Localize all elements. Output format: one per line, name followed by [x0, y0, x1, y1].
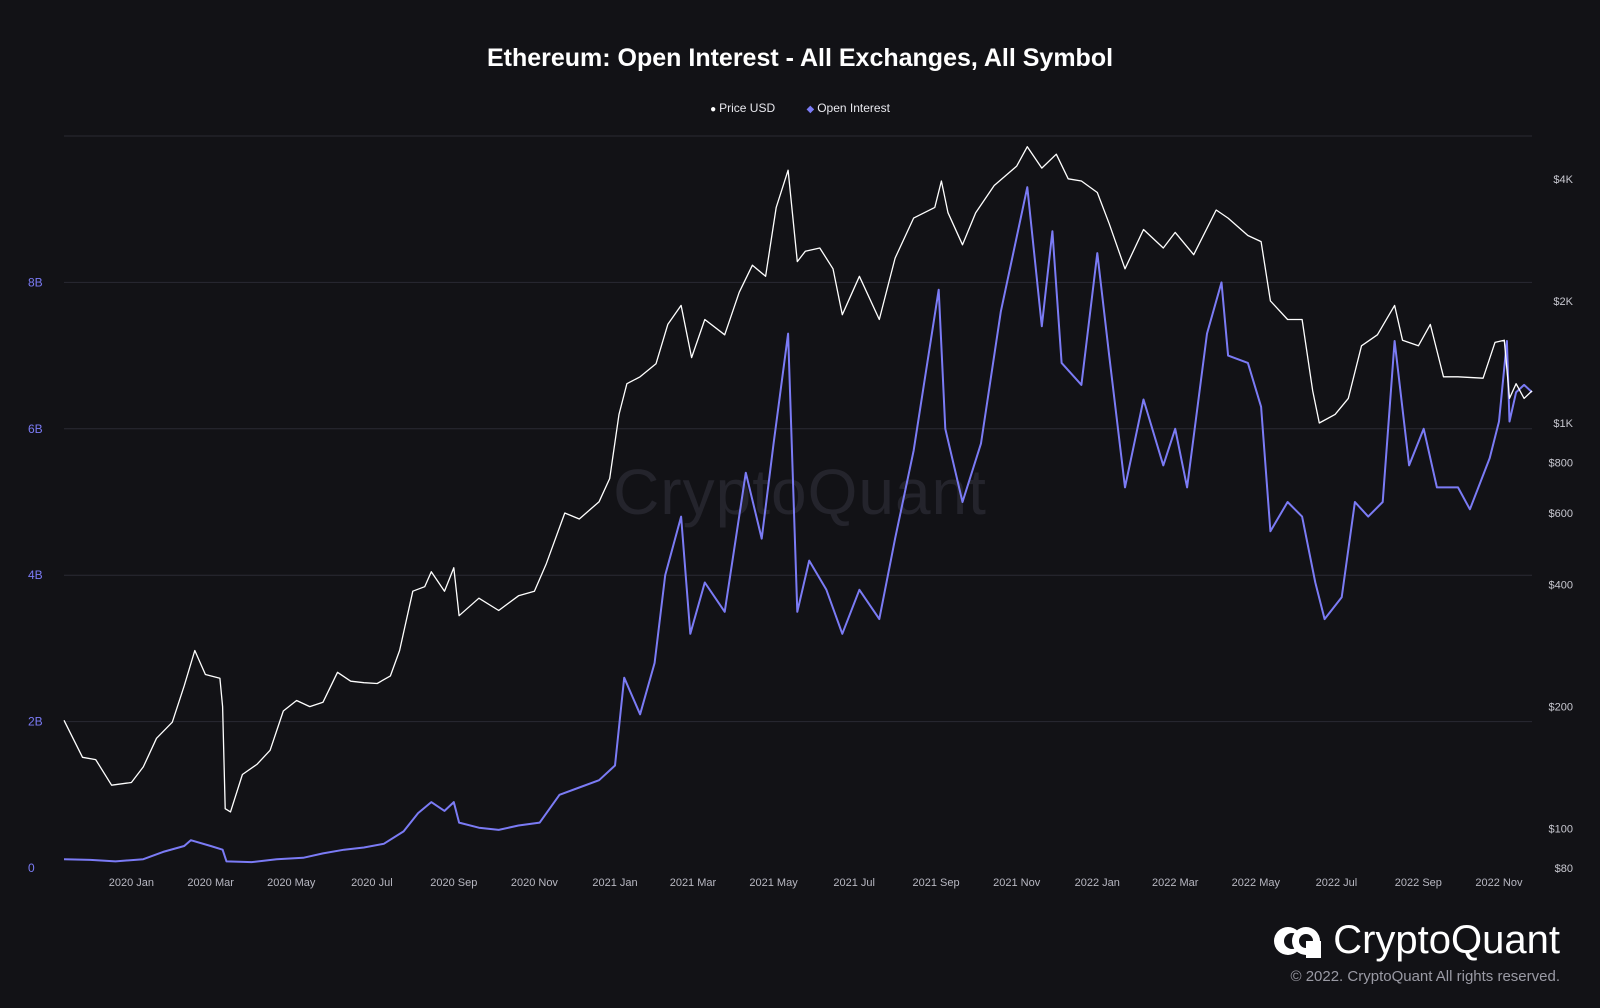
- chart-title: Ethereum: Open Interest - All Exchanges,…: [486, 44, 1114, 72]
- copyright: © 2022. CryptoQuant All rights reserved.: [1290, 968, 1560, 985]
- x-tick-label: 2020 Jul: [351, 877, 393, 889]
- y-right-tick-label: $800: [1549, 457, 1573, 469]
- x-tick-label: 2022 May: [1232, 877, 1281, 889]
- y-left-tick-label: 4B: [28, 568, 43, 582]
- brand: CryptoQuant: [1273, 918, 1560, 963]
- x-tick-label: 2020 Jan: [109, 877, 154, 889]
- y-right-tick-label: $2K: [1553, 296, 1573, 308]
- y-right-tick-label: $400: [1549, 579, 1573, 591]
- x-tick-label: 2022 Nov: [1475, 877, 1523, 889]
- x-tick-label: 2022 Sep: [1395, 877, 1442, 889]
- watermark: CryptoQuant: [613, 456, 987, 528]
- x-tick-label: 2021 Mar: [670, 877, 717, 889]
- x-tick-label: 2020 Mar: [187, 877, 234, 889]
- x-tick-label: 2021 Jul: [833, 877, 875, 889]
- legend-item-price[interactable]: ● Price USD: [710, 101, 775, 115]
- x-tick-label: 2020 May: [267, 877, 316, 889]
- x-tick-label: 2020 Sep: [430, 877, 477, 889]
- brand-name: CryptoQuant: [1333, 918, 1560, 962]
- legend-dot-icon: ●: [710, 104, 717, 115]
- y-right-tick-label: $4K: [1553, 174, 1573, 186]
- y-right-tick-label: $100: [1549, 824, 1573, 836]
- open-interest-line: [63, 186, 1533, 864]
- y-left-tick-label: 0: [28, 861, 35, 875]
- x-tick-label: 2021 May: [749, 877, 798, 889]
- x-tick-label: 2021 Jan: [592, 877, 637, 889]
- y-right-tick-label: $80: [1555, 863, 1573, 875]
- x-tick-label: 2022 Jan: [1075, 877, 1120, 889]
- price-usd-line: [63, 146, 1533, 813]
- legend-item-open-interest[interactable]: ◆ Open Interest: [806, 101, 889, 115]
- y-left-tick-label: 6B: [28, 422, 43, 436]
- legend: ● Price USD ◆ Open Interest: [0, 101, 1600, 115]
- cryptoquant-logo-icon: [1274, 926, 1322, 958]
- legend-label-price: Price USD: [719, 101, 776, 115]
- y-right-tick-label: $1K: [1553, 418, 1573, 430]
- legend-diamond-icon: ◆: [806, 104, 815, 115]
- y-right-tick-label: $200: [1549, 702, 1573, 714]
- x-tick-label: 2021 Nov: [993, 877, 1041, 889]
- y-right-tick-label: $600: [1549, 508, 1573, 520]
- y-left-tick-label: 2B: [28, 715, 43, 729]
- x-tick-label: 2022 Jul: [1316, 877, 1358, 889]
- x-tick-label: 2021 Sep: [913, 877, 960, 889]
- legend-label-open-interest: Open Interest: [817, 101, 890, 115]
- x-tick-label: 2022 Mar: [1152, 877, 1199, 889]
- x-tick-label: 2020 Nov: [511, 877, 559, 889]
- y-left-tick-label: 8B: [28, 275, 43, 289]
